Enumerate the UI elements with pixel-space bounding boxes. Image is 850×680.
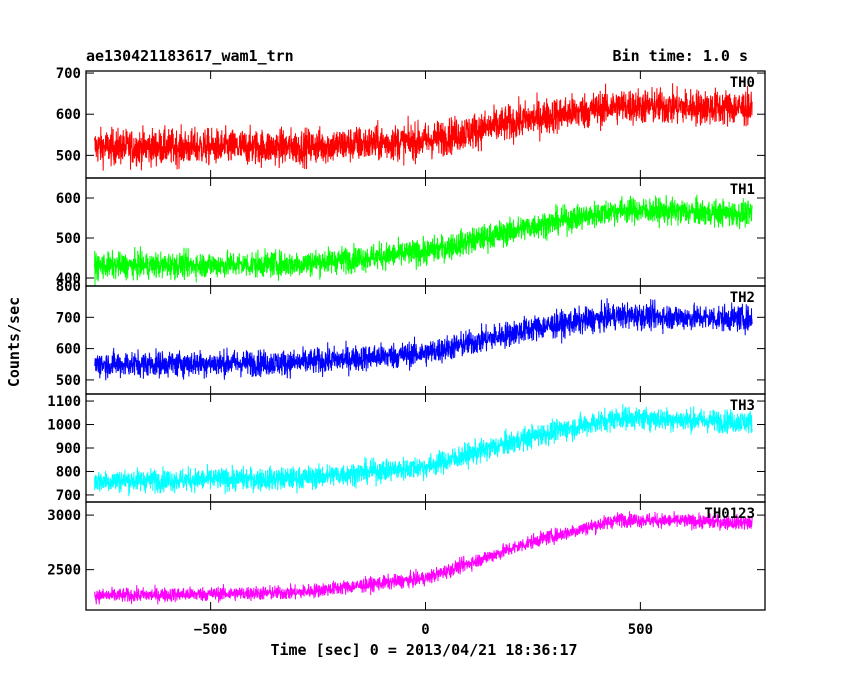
y-tick-label: 500: [56, 148, 81, 164]
y-tick-label: 600: [56, 342, 81, 358]
series-label-th1: TH1: [730, 182, 755, 198]
panel-th1: 400 500 600 TH1: [56, 177, 766, 287]
y-tick-label: 1000: [47, 418, 81, 434]
series-line-th2: [94, 298, 753, 381]
y-tick-label: 700: [56, 310, 81, 326]
y-tick-label: 3000: [47, 508, 81, 524]
panel-th0123: 2500 3000 TH0123: [47, 501, 766, 611]
series-label-th2: TH2: [730, 290, 755, 306]
y-tick-label: 2500: [47, 563, 81, 579]
y-tick-label: 700: [56, 66, 81, 82]
panels-group: 500 600 700 TH0 400 500 600 TH1 500 600 700 800 TH2 7…: [47, 66, 766, 611]
x-axis-title: Time [sec] 0 = 2013/04/21 18:36:17: [270, 641, 577, 659]
chart-title: ae130421183617_wam1_trn: [86, 47, 294, 65]
y-tick-label: 400: [56, 271, 81, 287]
panel-frame: [85, 393, 766, 503]
x-tick-label: 0: [421, 622, 429, 638]
bin-time-label: Bin time: 1.0 s: [613, 47, 748, 65]
y-tick-label: 600: [56, 107, 81, 123]
series-line-th0123: [94, 511, 753, 605]
panel-frame: [85, 285, 766, 395]
series-label-th0123: TH0123: [704, 506, 755, 522]
series-line-th1: [94, 194, 753, 286]
panel-th0: 500 600 700 TH0: [56, 66, 766, 179]
y-tick-label: 500: [56, 373, 81, 389]
x-tick-label: 500: [628, 622, 653, 638]
y-tick-label: 500: [56, 231, 81, 247]
y-tick-label: 1100: [47, 394, 81, 410]
x-axis: −500 0 500: [194, 622, 653, 638]
series-label-th0: TH0: [730, 75, 755, 91]
y-tick-label: 800: [56, 279, 81, 295]
y-tick-label: 900: [56, 441, 81, 457]
series-label-th3: TH3: [730, 398, 755, 414]
series-line-th3: [94, 403, 753, 497]
series-line-th0: [94, 83, 753, 171]
x-tick-label: −500: [194, 622, 228, 638]
y-tick-label: 700: [56, 488, 81, 504]
panel-th2: 500 600 700 800 TH2: [56, 279, 766, 395]
y-axis-title: Counts/sec: [5, 297, 23, 387]
panel-th3: 700 800 900 1000 1100 TH3: [47, 393, 766, 504]
y-tick-label: 800: [56, 464, 81, 480]
y-tick-label: 600: [56, 191, 81, 207]
